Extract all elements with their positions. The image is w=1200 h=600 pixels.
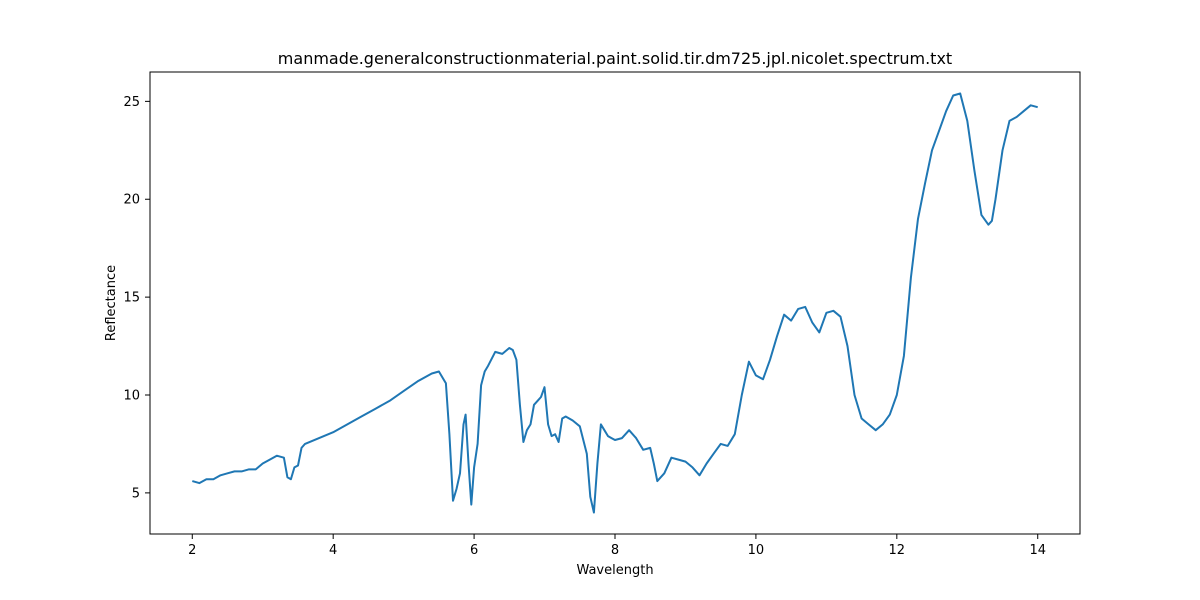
x-tick-label: 10	[748, 543, 765, 558]
y-axis-label: Reflectance	[104, 265, 119, 341]
plot-frame	[149, 71, 1081, 535]
plot-area	[192, 92, 1038, 514]
y-tick-label: 10	[123, 389, 140, 404]
y-tick-label: 15	[123, 291, 140, 306]
x-tick-label: 8	[611, 543, 619, 558]
x-tick-label: 2	[188, 543, 196, 558]
x-tick-label: 4	[329, 543, 337, 558]
x-tick-label: 12	[889, 543, 906, 558]
y-tick-label: 5	[132, 486, 140, 501]
x-axis-label: Wavelength	[576, 563, 653, 578]
y-axis: 5 10 15 20 25	[123, 95, 150, 501]
series-line	[192, 92, 1038, 514]
x-tick-label: 6	[470, 543, 478, 558]
y-tick-label: 25	[123, 95, 140, 110]
chart-title: manmade.generalconstructionmaterial.pain…	[278, 49, 952, 68]
x-tick-label: 14	[1029, 543, 1046, 558]
y-tick-label: 20	[123, 193, 140, 208]
x-axis: 2 4 6 8 10 12 14	[188, 534, 1046, 558]
